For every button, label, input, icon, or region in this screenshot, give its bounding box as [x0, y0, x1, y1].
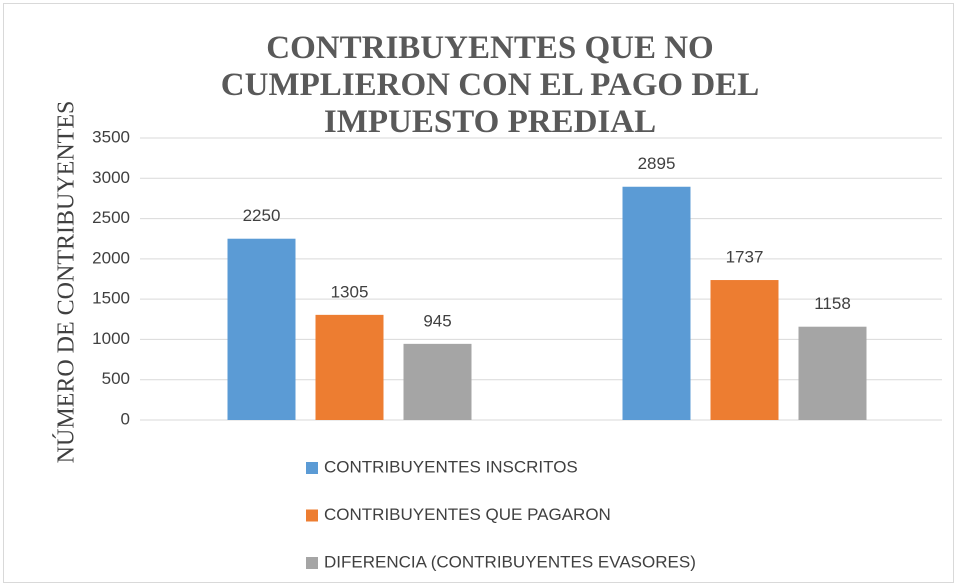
y-tick-label: 1500: [92, 289, 130, 308]
bar: [315, 314, 384, 420]
y-tick-label: 3500: [92, 127, 130, 146]
legend-swatch: [306, 462, 318, 474]
y-tick-label: 0: [121, 409, 130, 428]
legend-label: CONTRIBUYENTES QUE PAGARON: [324, 505, 611, 524]
chart-title: CONTRIBUYENTES QUE NO CUMPLIERON CON EL …: [220, 30, 760, 140]
y-tick-label: 2000: [92, 248, 130, 267]
data-label: 945: [423, 311, 451, 330]
bar: [798, 326, 867, 420]
legend-label: DIFERENCIA (CONTRIBUYENTES EVASORES): [324, 552, 696, 571]
legend-swatch: [306, 557, 318, 569]
y-tick-label: 1000: [92, 329, 130, 348]
legend-label: CONTRIBUYENTES INSCRITOS: [324, 457, 578, 476]
chart-frame: [3, 3, 954, 583]
y-tick-label: 2500: [92, 208, 130, 227]
data-label: 1158: [814, 294, 851, 313]
bar: [622, 186, 691, 420]
data-label: 2250: [243, 206, 281, 225]
data-label: 1305: [331, 282, 369, 301]
bar: [227, 238, 296, 420]
legend-swatch: [306, 509, 318, 522]
data-label: 2895: [638, 154, 676, 173]
data-label: 1737: [726, 248, 764, 267]
bar: [710, 280, 779, 420]
y-axis-label: NÚMERO DE CONTRIBUYENTES: [53, 101, 80, 464]
bar: [403, 343, 472, 420]
y-tick-label: 3000: [92, 168, 130, 187]
y-tick-label: 500: [102, 369, 130, 388]
